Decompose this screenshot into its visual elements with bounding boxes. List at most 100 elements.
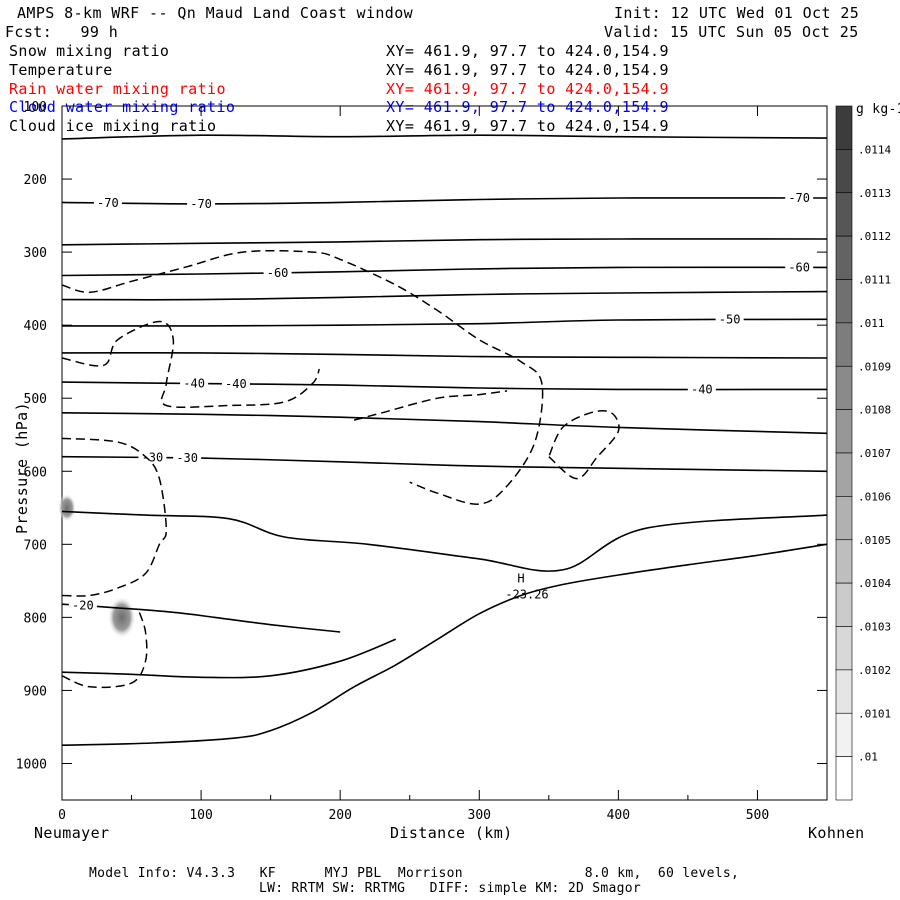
isotherm-label: -40	[183, 377, 205, 391]
colorbar-label: .0106	[858, 490, 891, 503]
low-center-value: -23.26	[505, 587, 548, 601]
colorbar-swatch	[835, 452, 853, 497]
colorbar-label: .011	[858, 317, 885, 330]
y-tick-label: 400	[24, 319, 47, 334]
y-tick-label: 200	[24, 173, 47, 188]
isotherm-label-bg	[93, 195, 122, 210]
snow-contour-dashed	[353, 390, 508, 421]
legend-cloudwater-label: Cloud water mixing ratio	[9, 98, 236, 116]
y-tick-label: 800	[24, 611, 47, 626]
isotherm-label-bg	[187, 196, 216, 211]
isotherm-label: -60	[788, 260, 810, 274]
colorbar-swatch	[835, 105, 853, 150]
legend-cloudice-xy: XY= 461.9, 97.7 to 424.0,154.9	[386, 117, 669, 135]
colorbar-label: .0107	[858, 447, 891, 460]
isotherm-label: -40	[691, 382, 713, 396]
isotherm-label: -40	[225, 377, 247, 391]
x-tick-label: 400	[607, 808, 630, 823]
isotherm-label-bg	[138, 450, 167, 465]
contour-line	[61, 510, 828, 572]
x-end-label: Kohnen	[808, 824, 865, 842]
x-tick-label: 100	[189, 808, 212, 823]
colorbar-swatch	[835, 582, 853, 627]
snow-contour-dashed	[61, 320, 321, 409]
plot-frame	[61, 105, 828, 801]
colorbar-swatch	[835, 279, 853, 324]
x-tick-label: 300	[468, 808, 491, 823]
forecast-hour: Fcst: 99 h	[5, 23, 119, 41]
y-tick-label: 700	[24, 538, 47, 553]
isotherm-label-bg	[715, 312, 744, 327]
contour-line	[61, 352, 828, 359]
colorbar-swatch	[835, 626, 853, 671]
x-start-label: Neumayer	[34, 824, 110, 842]
isotherm-label: -20	[72, 599, 94, 613]
colorbar-label: .0113	[858, 187, 891, 200]
legend-rain-xy: XY= 461.9, 97.7 to 424.0,154.9	[386, 80, 669, 98]
isotherm-line	[61, 197, 828, 205]
colorbar-label: .0111	[858, 274, 891, 287]
contour-line	[61, 290, 828, 301]
colorbar-label: .0101	[858, 707, 891, 720]
isotherm-line	[61, 603, 341, 633]
y-tick-label: 900	[24, 684, 47, 699]
ice-shading-blob	[107, 596, 136, 639]
colorbar-swatch	[835, 149, 853, 194]
isotherm-label-bg	[785, 191, 814, 206]
legend-temperature-label: Temperature	[9, 61, 113, 79]
colorbar-label: .0109	[858, 360, 891, 373]
legend-cloudice-label: Cloud ice mixing ratio	[9, 117, 217, 135]
colorbar-label: .0108	[858, 404, 891, 417]
legend-cloudwater-xy: XY= 461.9, 97.7 to 424.0,154.9	[386, 98, 669, 116]
contour-line	[61, 638, 397, 679]
colorbar-label: .0103	[858, 621, 891, 634]
isotherm-label-bg	[173, 450, 202, 465]
y-tick-label: 1000	[16, 757, 47, 772]
colorbar-swatch	[835, 409, 853, 454]
colorbar-swatch	[835, 192, 853, 237]
model-info: Model Info: V4.3.3 KF MYJ PBL Morrison 8…	[89, 866, 740, 881]
y-axis-label: Pressure (hPa)	[13, 401, 32, 535]
legend-snow-xy: XY= 461.9, 97.7 to 424.0,154.9	[386, 42, 669, 60]
model-info-2: LW: RRTM SW: RRTMG DIFF: simple KM: 2D S…	[259, 881, 641, 896]
colorbar-swatch	[835, 539, 853, 584]
snow-contour-dashed	[61, 437, 168, 597]
isotherm-label: -50	[719, 313, 741, 327]
colorbar-swatch	[835, 712, 853, 757]
isotherm-label-bg	[687, 382, 716, 397]
legend-temperature-xy: XY= 461.9, 97.7 to 424.0,154.9	[386, 61, 669, 79]
isotherm-label: -70	[97, 196, 119, 210]
colorbar-label: .01	[858, 751, 878, 764]
contour-line	[61, 238, 828, 246]
snow-contour-dashed	[61, 609, 148, 689]
terrain-line	[61, 543, 828, 746]
colorbar-label: .0112	[858, 230, 891, 243]
x-tick-label: 0	[58, 808, 66, 823]
x-tick-label: 500	[746, 808, 769, 823]
isotherm-label-bg	[221, 376, 250, 391]
isotherm-line	[61, 318, 828, 327]
isotherm-label: -70	[190, 197, 212, 211]
contour-line	[61, 134, 828, 140]
ice-shading-blob	[58, 493, 76, 522]
isotherm-label: -30	[176, 451, 198, 465]
colorbar-swatch	[835, 496, 853, 541]
colorbar-label: .0105	[858, 534, 891, 547]
isotherm-label: -30	[142, 451, 164, 465]
colorbar-label: .0104	[858, 577, 891, 590]
colorbar-swatch	[835, 235, 853, 280]
y-tick-label: 500	[24, 392, 47, 407]
isotherm-label-bg	[68, 598, 97, 613]
valid-time: Valid: 15 UTC Sun 05 Oct 25	[604, 23, 859, 41]
isotherm-label-bg	[263, 265, 292, 280]
colorbar-label: .0102	[858, 664, 891, 677]
isotherm-label: -70	[788, 191, 810, 205]
snow-contour-dashed	[61, 249, 544, 505]
isotherm-label-bg	[180, 376, 209, 391]
isotherm-label-bg	[785, 260, 814, 275]
isotherm-line	[61, 266, 828, 277]
colorbar-swatch	[835, 322, 853, 367]
colorbar-swatch	[835, 756, 853, 801]
colorbar-swatch	[835, 669, 853, 714]
